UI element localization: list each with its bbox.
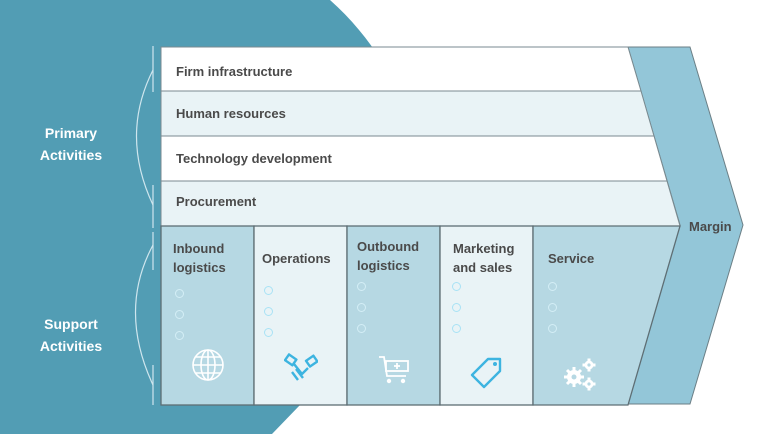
row-technology-development: Technology development (176, 151, 332, 166)
margin-label: Margin (689, 219, 732, 234)
primary-activities-label: Primary Activities (39, 125, 103, 163)
bullet-list-service (548, 282, 557, 345)
column-service: Service (548, 251, 595, 266)
bullet-list-operations (264, 286, 273, 349)
column-bg-service (532, 225, 681, 406)
row-human-resources: Human resources (176, 106, 286, 121)
price-tag-icon (470, 357, 502, 389)
bullet-list-inbound (175, 289, 184, 352)
column-bg-marketing (439, 225, 534, 406)
gears-icon (564, 358, 596, 391)
column-marketing-and-sales: Marketing and sales (453, 241, 515, 275)
column-inbound-logistics: Inbound logistics (173, 241, 226, 275)
globe-icon (192, 349, 224, 381)
row-procurement: Procurement (176, 194, 257, 209)
column-operations: Operations (262, 251, 331, 266)
handshake-icon (284, 353, 318, 381)
column-outbound-logistics: Outbound logistics (357, 239, 420, 273)
bullet-list-outbound (357, 282, 366, 345)
shopping-cart-icon (379, 356, 409, 384)
row-firm-infrastructure: Firm infrastructure (176, 64, 293, 79)
primary-bracket (135, 46, 154, 228)
bullet-list-marketing (452, 282, 461, 345)
support-activities-label: Support Activities (39, 316, 103, 354)
support-bracket (135, 232, 154, 405)
